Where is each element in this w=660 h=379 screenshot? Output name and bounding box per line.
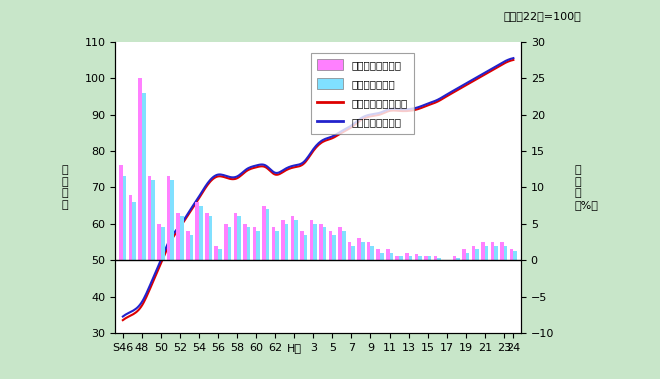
Bar (294, 220, 298, 260)
Bar (138, 78, 142, 260)
Bar (399, 257, 403, 260)
Bar (186, 231, 189, 260)
Bar (437, 258, 441, 260)
Bar (157, 224, 161, 260)
Legend: 宮崎市（前年比）, 全国（前年比）, 宮崎市（総合指数）, 全国（総合指数）: 宮崎市（前年比）, 全国（前年比）, 宮崎市（総合指数）, 全国（総合指数） (311, 53, 414, 134)
Bar (481, 242, 485, 260)
Bar (189, 235, 193, 260)
Bar (319, 224, 323, 260)
Bar (281, 220, 284, 260)
Bar (253, 227, 256, 260)
Bar (348, 242, 351, 260)
Bar (380, 253, 383, 260)
Bar (262, 205, 266, 260)
Bar (119, 166, 123, 260)
Bar (434, 257, 437, 260)
Bar (290, 216, 294, 260)
Bar (176, 213, 180, 260)
Bar (224, 224, 228, 260)
Bar (310, 220, 313, 260)
Bar (367, 242, 370, 260)
Bar (129, 194, 133, 260)
Bar (414, 254, 418, 260)
Bar (180, 216, 183, 260)
Bar (256, 231, 260, 260)
Bar (333, 235, 336, 260)
Bar (214, 246, 218, 260)
Bar (475, 249, 479, 260)
Bar (205, 213, 209, 260)
Y-axis label: 前
年
比
（%）: 前 年 比 （%） (575, 165, 599, 210)
Bar (485, 246, 488, 260)
Y-axis label: 総
合
指
数: 総 合 指 数 (61, 165, 68, 210)
Bar (453, 257, 456, 260)
Bar (361, 242, 364, 260)
Bar (418, 257, 422, 260)
Bar (494, 246, 498, 260)
Bar (170, 180, 174, 260)
Bar (405, 253, 409, 260)
Bar (510, 249, 513, 260)
Bar (456, 258, 460, 260)
Bar (243, 224, 247, 260)
Bar (428, 257, 431, 260)
Bar (513, 251, 517, 260)
Bar (142, 93, 145, 260)
Bar (247, 227, 250, 260)
Bar (151, 180, 155, 260)
Bar (199, 205, 203, 260)
Bar (386, 249, 389, 260)
Bar (389, 253, 393, 260)
Bar (237, 216, 241, 260)
Bar (342, 231, 346, 260)
Bar (148, 176, 151, 260)
Bar (323, 227, 327, 260)
Bar (504, 246, 508, 260)
Bar (500, 242, 504, 260)
Bar (357, 238, 361, 260)
Bar (329, 231, 333, 260)
Bar (304, 235, 308, 260)
Bar (133, 202, 136, 260)
Bar (272, 227, 275, 260)
Bar (123, 176, 127, 260)
Bar (339, 227, 342, 260)
Bar (409, 257, 412, 260)
Bar (234, 213, 237, 260)
Bar (209, 216, 212, 260)
Bar (284, 224, 288, 260)
Bar (218, 249, 222, 260)
Bar (466, 253, 469, 260)
Bar (351, 246, 355, 260)
Bar (300, 231, 304, 260)
Bar (395, 257, 399, 260)
Bar (161, 227, 164, 260)
Bar (275, 231, 279, 260)
Bar (195, 202, 199, 260)
Bar (376, 249, 380, 260)
Bar (370, 246, 374, 260)
Bar (462, 249, 466, 260)
Bar (490, 242, 494, 260)
Bar (228, 227, 231, 260)
Text: （平成22年=100）: （平成22年=100） (503, 11, 581, 21)
Bar (266, 209, 269, 260)
Bar (424, 257, 428, 260)
Bar (472, 246, 475, 260)
Bar (314, 224, 317, 260)
Bar (167, 176, 170, 260)
